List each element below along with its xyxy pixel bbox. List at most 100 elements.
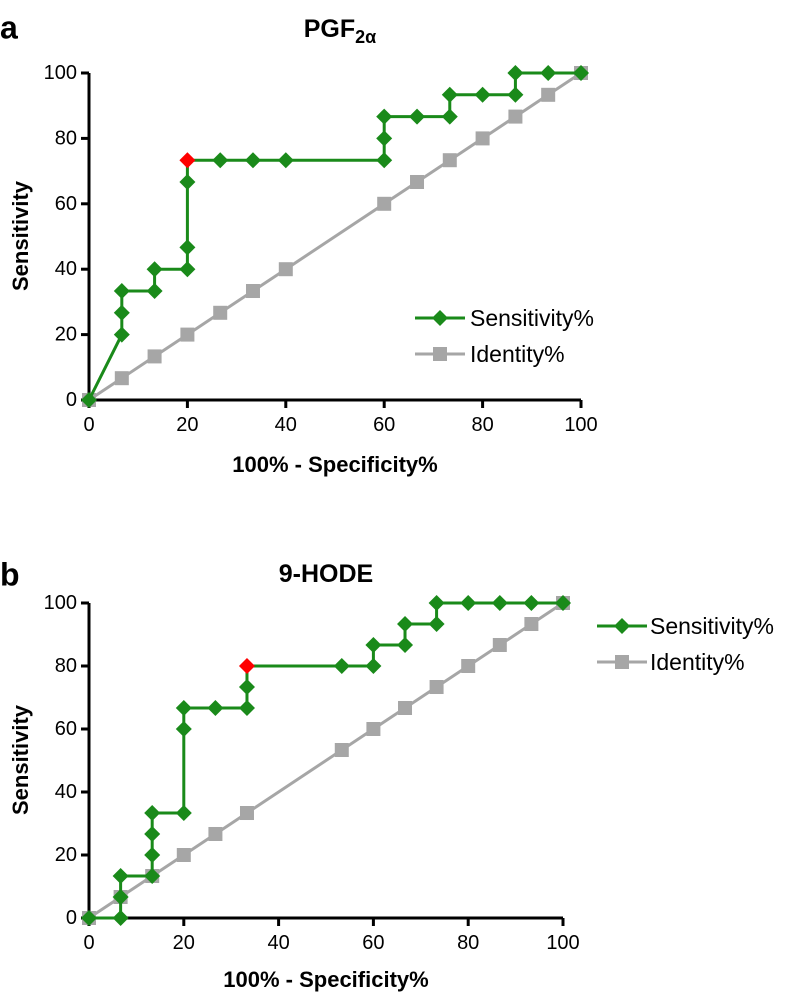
chart-title: 9-HODE bbox=[279, 560, 373, 588]
data-point bbox=[147, 349, 162, 364]
legend-item: Identity% bbox=[415, 341, 565, 367]
data-point bbox=[81, 910, 97, 926]
data-point bbox=[460, 595, 477, 611]
data-point bbox=[213, 305, 228, 320]
x-tick-label: 60 bbox=[362, 932, 384, 954]
data-point bbox=[366, 722, 381, 736]
data-point bbox=[112, 868, 129, 885]
data-point bbox=[523, 595, 540, 611]
data-point bbox=[245, 284, 260, 299]
data-point bbox=[112, 888, 129, 905]
data-point bbox=[541, 87, 556, 102]
data-point bbox=[179, 239, 196, 256]
legend-marker bbox=[614, 618, 630, 634]
data-point bbox=[376, 108, 393, 125]
x-tick-label: 80 bbox=[457, 932, 479, 954]
data-point bbox=[113, 326, 130, 343]
data-point bbox=[398, 700, 413, 715]
legend-marker bbox=[433, 347, 447, 361]
data-point bbox=[428, 616, 445, 633]
data-point bbox=[376, 130, 393, 147]
data-point bbox=[507, 65, 524, 81]
x-tick-label: 100 bbox=[564, 414, 597, 436]
y-tick-label: 80 bbox=[55, 127, 77, 149]
data-point bbox=[441, 86, 458, 103]
x-tick-label: 0 bbox=[83, 414, 94, 436]
data-point bbox=[491, 595, 508, 611]
data-point bbox=[278, 262, 293, 277]
legend-item: Sensitivity% bbox=[415, 305, 594, 331]
x-tick-label: 20 bbox=[173, 932, 195, 954]
data-point bbox=[179, 173, 196, 190]
data-point bbox=[277, 152, 294, 169]
legend-item: Sensitivity% bbox=[597, 613, 774, 639]
data-point bbox=[244, 152, 261, 169]
data-point bbox=[441, 108, 458, 125]
y-tick-label: 0 bbox=[66, 907, 77, 929]
data-point bbox=[175, 805, 192, 822]
data-point bbox=[144, 847, 161, 863]
data-point bbox=[365, 658, 382, 674]
data-point bbox=[212, 152, 229, 169]
data-point bbox=[144, 805, 161, 822]
legend-marker bbox=[615, 655, 629, 669]
data-point bbox=[428, 595, 445, 611]
data-point bbox=[365, 636, 382, 653]
data-point bbox=[475, 131, 490, 146]
x-tick-label: 0 bbox=[83, 932, 94, 954]
data-point bbox=[410, 174, 425, 189]
data-point bbox=[113, 304, 130, 321]
series-line bbox=[88, 601, 564, 920]
series-sensitivity bbox=[81, 65, 589, 408]
data-point bbox=[179, 261, 196, 278]
x-tick-label: 60 bbox=[373, 414, 395, 436]
y-tick-label: 40 bbox=[55, 781, 77, 803]
data-point bbox=[175, 721, 192, 737]
legend-label: Sensitivity% bbox=[650, 613, 774, 639]
y-tick-label: 100 bbox=[44, 62, 77, 84]
chart-panel-a: a PGF2α 0 20 40 60 80 100 0 20 40 60 80 100 Sensitivit… bbox=[0, 9, 598, 477]
legend: Sensitivity% Identity% bbox=[597, 613, 774, 675]
data-point bbox=[144, 868, 161, 885]
legend: Sensitivity% Identity% bbox=[415, 305, 594, 367]
data-point bbox=[207, 699, 224, 716]
x-tick-label: 80 bbox=[471, 414, 493, 436]
highlight-point bbox=[179, 152, 196, 169]
y-axis-label: Sensitivity bbox=[8, 180, 33, 291]
panel-label: b bbox=[0, 556, 20, 592]
data-point bbox=[461, 659, 476, 673]
panel-label: a bbox=[0, 9, 18, 45]
chart-panel-b: b 9-HODE 0 20 40 60 80 100 0 20 40 60 80 100 Sensitivi… bbox=[0, 556, 774, 992]
data-point bbox=[555, 595, 571, 611]
data-point bbox=[397, 636, 414, 653]
data-point bbox=[146, 283, 163, 300]
data-point bbox=[144, 825, 161, 842]
y-tick-label: 20 bbox=[55, 324, 77, 346]
data-point bbox=[175, 699, 192, 716]
y-tick-label: 100 bbox=[44, 592, 77, 614]
data-point bbox=[239, 806, 254, 821]
chart-title-subscript: 2α bbox=[355, 27, 376, 47]
data-point bbox=[112, 910, 129, 926]
legend-label: Identity% bbox=[470, 341, 565, 367]
legend-item: Identity% bbox=[597, 649, 745, 675]
data-point bbox=[540, 65, 557, 81]
x-tick-label: 40 bbox=[275, 414, 297, 436]
data-point bbox=[429, 680, 444, 695]
data-point bbox=[238, 699, 255, 716]
x-tick-label: 100 bbox=[546, 932, 579, 954]
data-point bbox=[180, 327, 195, 342]
series-sensitivity bbox=[81, 595, 571, 926]
y-axis-label: Sensitivity bbox=[8, 704, 33, 815]
data-point bbox=[114, 371, 129, 386]
data-point bbox=[492, 637, 507, 652]
data-point bbox=[377, 196, 392, 211]
y-tick-label: 60 bbox=[55, 718, 77, 740]
legend-label: Identity% bbox=[650, 649, 745, 675]
data-point bbox=[376, 152, 393, 169]
data-point bbox=[176, 848, 191, 862]
data-point bbox=[507, 86, 524, 103]
x-tick-label: 20 bbox=[176, 414, 198, 436]
y-tick-label: 40 bbox=[55, 258, 77, 280]
